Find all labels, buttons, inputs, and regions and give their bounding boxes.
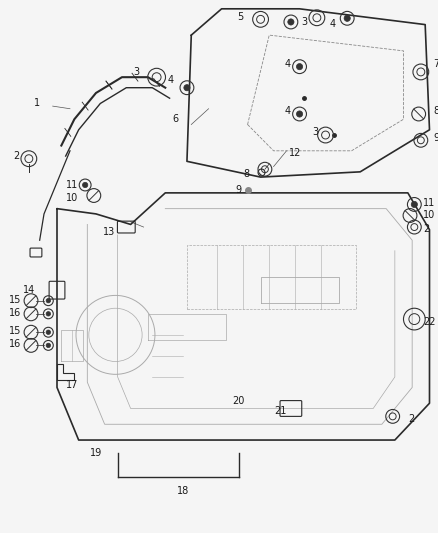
- Text: 19: 19: [90, 448, 102, 458]
- Text: 4: 4: [329, 19, 335, 29]
- Text: 12: 12: [288, 148, 300, 158]
- Circle shape: [46, 343, 50, 348]
- Text: 1: 1: [33, 99, 39, 109]
- Text: 5: 5: [237, 12, 243, 22]
- Text: 4: 4: [167, 75, 173, 85]
- Text: 2: 2: [423, 224, 429, 233]
- Circle shape: [184, 85, 190, 91]
- Text: 4: 4: [284, 59, 290, 69]
- Text: 14: 14: [23, 285, 35, 295]
- Text: 17: 17: [66, 380, 78, 390]
- Text: 6: 6: [172, 114, 178, 124]
- Text: 9: 9: [234, 185, 240, 195]
- Text: 11: 11: [66, 180, 78, 190]
- Circle shape: [343, 15, 350, 21]
- Text: 3: 3: [312, 127, 318, 138]
- Text: 7: 7: [432, 59, 438, 69]
- Text: 15: 15: [9, 326, 22, 336]
- Text: 18: 18: [176, 486, 188, 496]
- Circle shape: [287, 19, 293, 25]
- Text: 8: 8: [432, 107, 438, 116]
- Text: 16: 16: [9, 340, 21, 349]
- Text: 9: 9: [432, 133, 438, 143]
- Text: 13: 13: [103, 227, 115, 237]
- Text: 21: 21: [273, 406, 286, 416]
- Text: 15: 15: [9, 295, 22, 305]
- Text: 16: 16: [9, 308, 21, 318]
- Circle shape: [46, 330, 50, 334]
- Circle shape: [410, 201, 417, 207]
- Text: 3: 3: [301, 17, 307, 27]
- Circle shape: [296, 63, 302, 70]
- Text: 20: 20: [232, 395, 244, 406]
- Circle shape: [82, 182, 88, 188]
- Text: 10: 10: [66, 193, 78, 203]
- Circle shape: [46, 298, 50, 303]
- Text: 2: 2: [14, 151, 20, 161]
- Text: 11: 11: [423, 198, 434, 208]
- Circle shape: [296, 111, 302, 117]
- Text: 4: 4: [284, 107, 290, 116]
- Text: 8: 8: [243, 169, 249, 180]
- Text: 3: 3: [133, 67, 139, 77]
- Text: 22: 22: [423, 317, 435, 327]
- Text: 2: 2: [407, 414, 413, 424]
- Circle shape: [46, 312, 50, 316]
- Text: 10: 10: [423, 211, 434, 221]
